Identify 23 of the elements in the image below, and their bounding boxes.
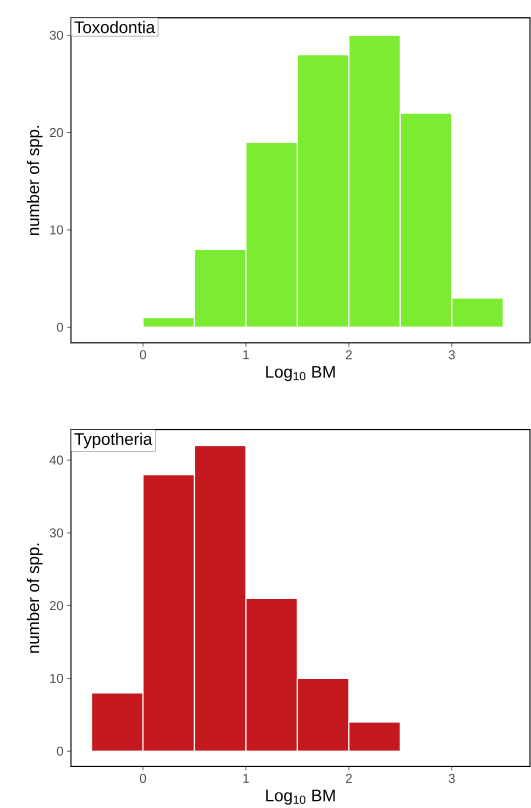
- x-tick-label: 3: [448, 774, 455, 783]
- x-axis-title: Log$_{10}$ BM: [266, 366, 335, 382]
- x-tick-label: 0: [140, 350, 146, 360]
- y-axis-title: number of spp.: [27, 544, 43, 653]
- x-tick-label: 3: [448, 350, 455, 360]
- y-tick-label: 10: [50, 225, 64, 234]
- x-tick-label: 1: [244, 350, 250, 360]
- x-tick-label: 2: [346, 774, 352, 783]
- y-tick-label: 0: [57, 322, 64, 332]
- x-axis-title: Log$_{10}$ BM: [266, 790, 335, 805]
- y-tick-label: 20: [50, 601, 64, 610]
- x-tick-label: 0: [140, 774, 146, 783]
- x-tick-label: 2: [346, 350, 352, 360]
- x-tick-label: 1: [244, 774, 250, 783]
- chart-title: Typotheria: [74, 432, 152, 448]
- y-tick-label: 10: [50, 674, 64, 683]
- chart-title: Toxodontia: [74, 20, 156, 34]
- y-tick-label: 30: [50, 30, 64, 40]
- y-tick-label: 0: [57, 746, 64, 756]
- y-tick-label: 40: [50, 456, 64, 465]
- y-axis-title: number of spp.: [27, 126, 43, 236]
- y-tick-label: 30: [50, 528, 64, 538]
- y-tick-label: 20: [50, 128, 64, 138]
